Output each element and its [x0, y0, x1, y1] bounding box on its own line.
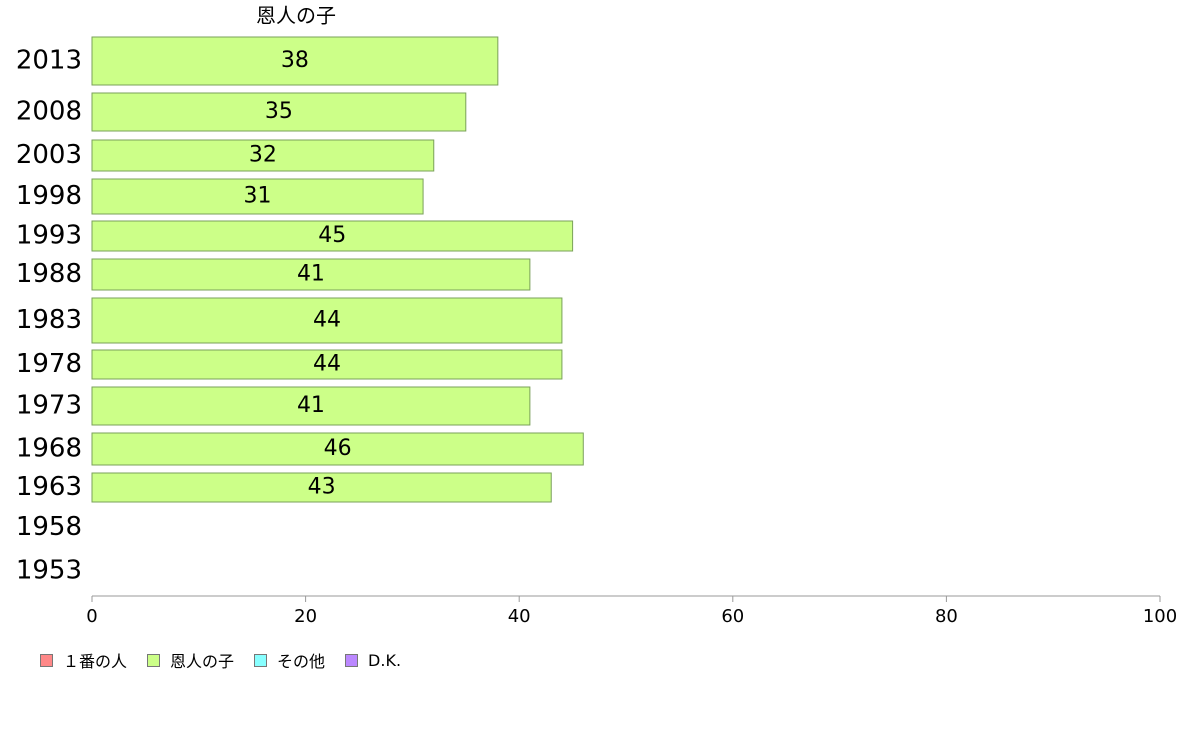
year-label: 2003 — [16, 140, 82, 170]
bar-value-label: 38 — [281, 48, 309, 73]
legend-swatch-1 — [147, 653, 161, 667]
bar — [91, 92, 467, 132]
year-label: 1993 — [16, 221, 82, 251]
bar — [91, 297, 563, 344]
x-tick-label: 60 — [721, 606, 744, 627]
legend-label-3: D.K. — [368, 650, 402, 670]
legend-label-0: １番の人 — [63, 652, 128, 671]
x-tick-label: 80 — [935, 606, 958, 627]
bar-value-label: 35 — [265, 99, 293, 124]
bar — [91, 432, 584, 466]
year-label: 1968 — [16, 434, 82, 464]
legend-label-2: その他 — [277, 652, 326, 671]
x-tick-label: 40 — [508, 606, 531, 627]
bar — [91, 472, 552, 503]
bar — [91, 386, 531, 426]
year-label: 2013 — [16, 46, 82, 76]
bar — [91, 258, 531, 291]
bar — [91, 349, 563, 380]
legend-item-2: その他 — [254, 648, 325, 672]
year-label: 2008 — [16, 97, 82, 127]
legend-swatch-0 — [40, 653, 53, 667]
bar-value-label: 32 — [249, 143, 277, 168]
legend-swatch-3 — [345, 653, 359, 667]
year-label: 1983 — [16, 305, 82, 335]
legend-label-1: 恩人の子 — [170, 652, 235, 671]
bar-value-label: 43 — [308, 475, 336, 500]
bar — [91, 220, 574, 252]
bar-value-label: 41 — [297, 393, 325, 418]
year-label: 1998 — [16, 181, 82, 211]
legend: １番の人 恩人の子 その他 D.K. — [40, 648, 421, 672]
legend-swatch-2 — [254, 653, 268, 667]
bar — [91, 178, 424, 215]
bar — [91, 36, 499, 86]
year-label: 1953 — [16, 556, 82, 586]
legend-item-0: １番の人 — [40, 648, 127, 672]
legend-item-1: 恩人の子 — [147, 648, 234, 672]
year-label: 1963 — [16, 472, 82, 502]
bar-value-label: 44 — [313, 352, 341, 377]
year-label: 1978 — [16, 349, 82, 379]
year-label: 1958 — [16, 512, 82, 542]
x-tick-label: 20 — [294, 606, 317, 627]
bar-value-label: 41 — [297, 262, 325, 287]
legend-item-3: D.K. — [345, 651, 401, 670]
year-label: 1973 — [16, 391, 82, 421]
x-tick-label: 0 — [86, 606, 97, 627]
bar-value-label: 46 — [324, 436, 352, 461]
bar-value-label: 31 — [244, 184, 272, 209]
x-tick-label: 100 — [1143, 606, 1177, 627]
bar-value-label: 44 — [313, 308, 341, 333]
bar-value-label: 45 — [318, 223, 346, 248]
year-label: 1988 — [16, 259, 82, 289]
bar — [91, 139, 435, 172]
series-title: 恩人の子 — [256, 4, 336, 28]
